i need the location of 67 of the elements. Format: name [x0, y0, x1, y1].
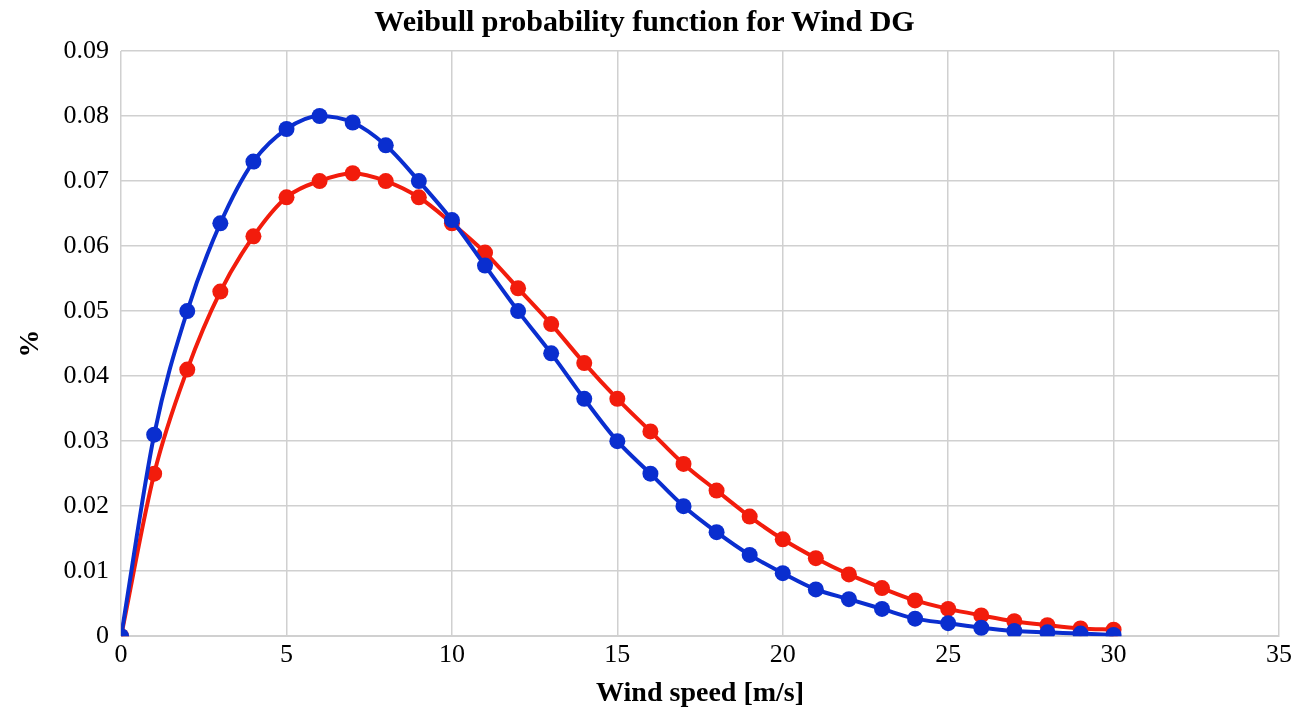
x-tick-label: 20 [769, 638, 796, 668]
point [708, 524, 725, 541]
point [344, 165, 361, 182]
point [410, 173, 427, 190]
point [543, 316, 560, 333]
point [840, 591, 857, 608]
point [774, 531, 791, 548]
x-tick-label: 5 [280, 638, 294, 668]
point [675, 455, 692, 472]
x-tick-label: 15 [604, 638, 631, 668]
point [510, 280, 527, 297]
point [907, 592, 924, 609]
point [741, 546, 758, 563]
point [807, 581, 824, 598]
point [973, 619, 990, 636]
y-tick-label: 0.01 [63, 555, 110, 585]
point [311, 108, 328, 125]
x-tick-label: 30 [1100, 638, 1127, 668]
point [840, 566, 857, 583]
y-tick-label: 0.08 [63, 99, 110, 129]
point [477, 257, 494, 274]
point [377, 173, 394, 190]
point [675, 498, 692, 515]
point [708, 482, 725, 499]
point [245, 153, 262, 170]
point [1006, 623, 1023, 637]
point [543, 345, 560, 362]
y-tick-label: 0.03 [63, 424, 110, 454]
point [510, 303, 527, 320]
y-tick-label: 0.06 [63, 229, 110, 259]
point [179, 361, 196, 378]
y-tick-label: 0.09 [63, 34, 110, 64]
point [576, 390, 593, 407]
point [311, 173, 328, 190]
x-tick-label: 35 [1266, 638, 1292, 668]
x-axis-title: Wind speed [m/s] [596, 676, 805, 708]
chart-title: Weibull probability function for Wind DG [374, 3, 915, 37]
point [609, 390, 626, 407]
y-tick-label: 0.02 [63, 489, 110, 519]
point [807, 550, 824, 567]
point [940, 600, 957, 617]
point [377, 137, 394, 154]
x-tick-label: 25 [935, 638, 962, 668]
point [278, 121, 295, 138]
point [344, 114, 361, 131]
point [874, 580, 891, 597]
x-tick-label: 10 [438, 638, 465, 668]
point [278, 189, 295, 206]
point [410, 189, 427, 206]
point [212, 283, 229, 300]
point [741, 508, 758, 525]
point [774, 565, 791, 582]
point [179, 303, 196, 320]
point [609, 433, 626, 450]
point [576, 355, 593, 372]
y-tick-label: 0.07 [63, 164, 110, 194]
point [245, 228, 262, 245]
point [907, 610, 924, 627]
y-tick-label: 0.05 [63, 294, 110, 324]
point [642, 465, 659, 482]
point [146, 426, 163, 443]
point [940, 615, 957, 632]
y-tick-label: 0.04 [63, 359, 110, 389]
point [212, 215, 229, 232]
point [642, 423, 659, 440]
point [874, 600, 891, 617]
y-axis-title: % [13, 329, 45, 358]
